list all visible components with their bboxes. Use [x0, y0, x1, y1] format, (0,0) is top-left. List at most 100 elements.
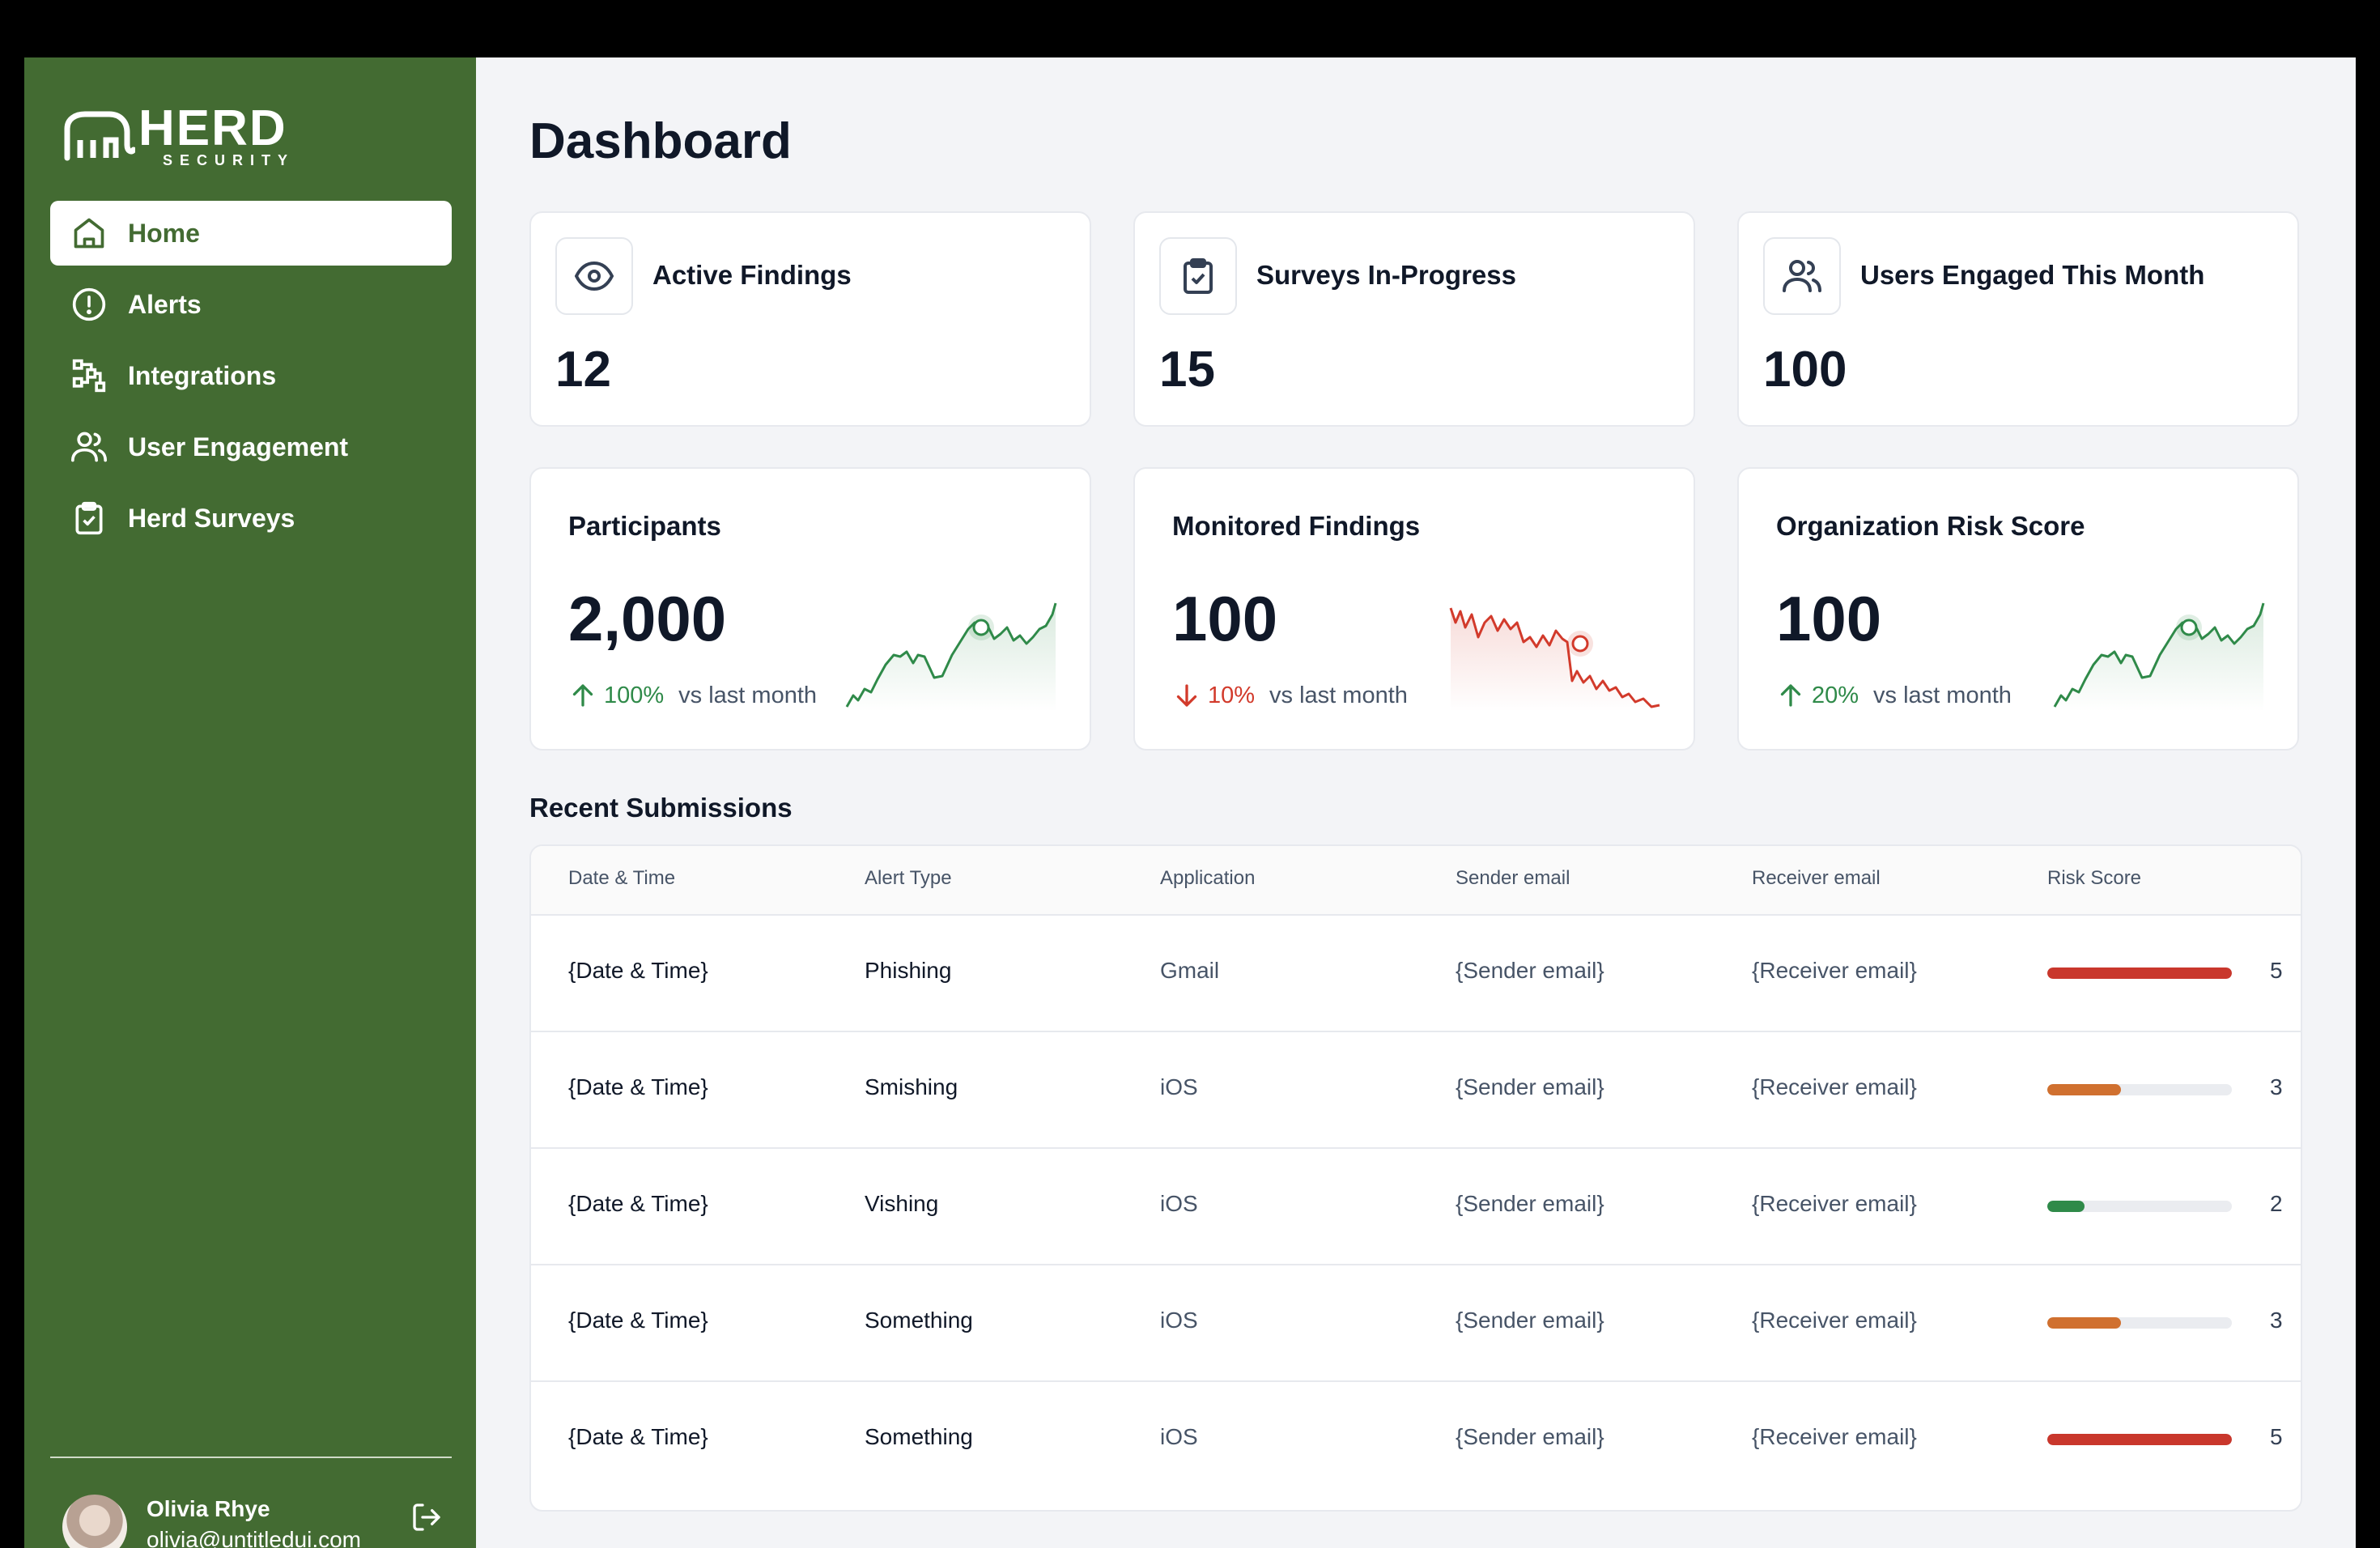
column-header-sender-email[interactable]: Sender email — [1456, 867, 1570, 889]
logout-icon[interactable] — [410, 1501, 443, 1533]
avatar[interactable] — [62, 1495, 127, 1548]
clipboard-check-icon — [75, 501, 103, 535]
cell-sender-email: {Sender email} — [1456, 1424, 1604, 1449]
stat-card-active-findings: Active Findings 12 — [529, 211, 1091, 427]
arrow-up-icon — [572, 684, 593, 707]
metric-card-monitored-findings: Monitored Findings 100 10% vs last month — [1133, 467, 1695, 751]
metric-trend: 10% vs last month — [1172, 681, 1408, 710]
risk-score-bar-fill — [2047, 1317, 2122, 1329]
main-content: Dashboard Active Findings 12 Surveys In-… — [476, 57, 2356, 1548]
sidebar-item-home[interactable]: Home — [50, 201, 452, 266]
column-header-application[interactable]: Application — [1160, 867, 1256, 889]
cell-application: iOS — [1160, 1191, 1198, 1216]
risk-score-bar — [2047, 968, 2232, 979]
cell-receiver-email: {Receiver email} — [1752, 958, 1917, 983]
trend-percent: 10% — [1208, 682, 1256, 708]
user-profile: Olivia Rhye olivia@untitledui.com — [62, 1495, 443, 1548]
table-row[interactable]: {Date & Time} Vishing iOS {Sender email} {Re… — [531, 1149, 2301, 1265]
stat-icon-box — [1763, 237, 1841, 315]
cell-sender-email: {Sender email} — [1456, 958, 1604, 983]
table-row[interactable]: {Date & Time} Phishing Gmail {Sender email}… — [531, 916, 2301, 1032]
eye-icon — [575, 261, 614, 291]
app-window: HERD SECURITY Home Alerts Integrations U… — [24, 57, 2356, 1548]
risk-score-bar-fill — [2047, 1434, 2232, 1445]
column-header-receiver-email[interactable]: Receiver email — [1752, 867, 1881, 889]
cell-application: iOS — [1160, 1308, 1198, 1333]
risk-score-bar — [2047, 1201, 2232, 1212]
sidebar-item-alerts[interactable]: Alerts — [50, 272, 452, 337]
risk-score-bar — [2047, 1084, 2232, 1095]
risk-score-bar — [2047, 1434, 2232, 1445]
sidebar-divider — [50, 1457, 452, 1458]
trend-percent: 100% — [604, 682, 665, 708]
cell-receiver-email: {Receiver email} — [1752, 1308, 1917, 1333]
integrations-icon — [72, 359, 106, 393]
sidebar-item-integrations[interactable]: Integrations — [50, 343, 452, 408]
logo-wordmark: HERD — [138, 100, 287, 156]
stat-label: Users Engaged This Month — [1860, 260, 2205, 290]
cell-sender-email: {Sender email} — [1456, 1074, 1604, 1099]
cell-sender-email: {Sender email} — [1456, 1191, 1604, 1216]
risk-score-value: 5 — [2270, 1424, 2283, 1449]
metric-card-participants: Participants 2,000 100% vs last month — [529, 467, 1091, 751]
stat-card-surveys-in-progress: Surveys In-Progress 15 — [1133, 211, 1695, 427]
table-row[interactable]: {Date & Time} Something iOS {Sender email} {… — [531, 1382, 2301, 1499]
column-header-alert-type[interactable]: Alert Type — [865, 867, 952, 889]
sidebar-item-user-engagement[interactable]: User Engagement — [50, 415, 452, 479]
herd-logo[interactable]: HERD SECURITY — [62, 104, 295, 168]
page-title: Dashboard — [529, 113, 792, 169]
user-email: olivia@untitledui.com — [147, 1527, 361, 1548]
stat-label: Surveys In-Progress — [1256, 260, 1516, 290]
trend-percent: 20% — [1812, 682, 1859, 708]
metric-value: 100 — [1172, 583, 1278, 654]
stat-icon-box — [555, 237, 633, 315]
submissions-table: Date & Time Alert Type Application Sende… — [529, 844, 2302, 1512]
risk-score-value: 3 — [2270, 1308, 2283, 1333]
risk-score-value: 2 — [2270, 1191, 2283, 1216]
cell-alert-type: Smishing — [865, 1074, 958, 1099]
column-header-risk-score[interactable]: Risk Score — [2047, 867, 2142, 889]
sidebar: HERD SECURITY Home Alerts Integrations U… — [24, 57, 476, 1548]
sidebar-item-herd-surveys[interactable]: Herd Surveys — [50, 486, 452, 551]
table-row[interactable]: {Date & Time} Something iOS {Sender email} {… — [531, 1265, 2301, 1382]
metric-value: 100 — [1776, 583, 1882, 654]
users-icon — [71, 432, 107, 462]
metric-trend: 100% vs last month — [568, 681, 817, 710]
cell-date: {Date & Time} — [568, 1074, 708, 1099]
arrow-down-icon — [1176, 684, 1197, 707]
stat-icon-box — [1159, 237, 1237, 315]
sparkline-monitored-findings — [1449, 607, 1660, 712]
user-name: Olivia Rhye — [147, 1496, 270, 1521]
cell-application: iOS — [1160, 1424, 1198, 1449]
stat-value: 15 — [1159, 342, 1215, 398]
cell-alert-type: Phishing — [865, 958, 952, 983]
sparkline-organization-risk-score — [2053, 602, 2265, 712]
logo-subtitle: SECURITY — [163, 152, 295, 168]
cell-date: {Date & Time} — [568, 1424, 708, 1449]
arrow-up-icon — [1780, 684, 1801, 707]
metric-label: Organization Risk Score — [1776, 511, 2085, 541]
cell-alert-type: Vishing — [865, 1191, 939, 1216]
cell-date: {Date & Time} — [568, 1308, 708, 1333]
risk-score-bar-fill — [2047, 1201, 2085, 1212]
elephant-logo-icon — [64, 111, 135, 161]
risk-score-value: 5 — [2270, 958, 2283, 983]
column-header-date[interactable]: Date & Time — [568, 867, 676, 889]
stat-value: 12 — [555, 342, 611, 398]
sparkline-participants — [845, 602, 1057, 712]
metric-card-organization-risk-score: Organization Risk Score 100 20% vs last … — [1737, 467, 2299, 751]
stat-label: Active Findings — [652, 260, 852, 290]
metric-label: Monitored Findings — [1172, 511, 1421, 541]
section-title-recent-submissions: Recent Submissions — [529, 793, 793, 823]
metric-trend: 20% vs last month — [1776, 681, 2012, 710]
cell-receiver-email: {Receiver email} — [1752, 1191, 1917, 1216]
risk-score-bar — [2047, 1317, 2232, 1329]
cell-alert-type: Something — [865, 1308, 973, 1333]
trend-caption: vs last month — [1269, 682, 1408, 708]
metric-label: Participants — [568, 511, 721, 541]
stat-value: 100 — [1763, 342, 1847, 398]
risk-score-bar-fill — [2047, 968, 2232, 979]
cell-date: {Date & Time} — [568, 958, 708, 983]
table-row[interactable]: {Date & Time} Smishing iOS {Sender email} {R… — [531, 1032, 2301, 1149]
sidebar-item-label: Integrations — [128, 360, 277, 390]
